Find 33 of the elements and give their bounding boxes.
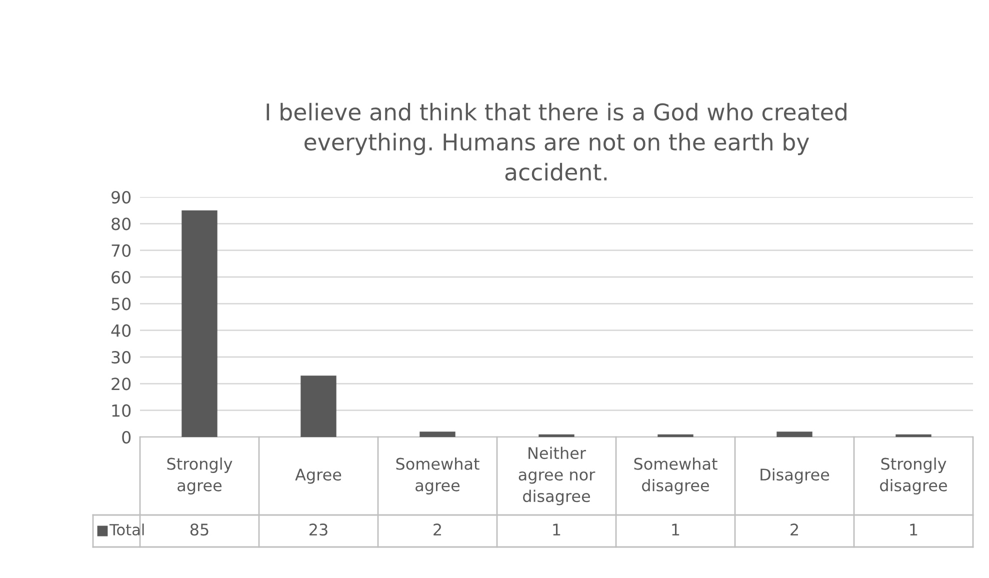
y-tick-label: 0 [122, 430, 131, 444]
legend-label: Total [109, 524, 144, 536]
x-tick-label: Disagree [760, 468, 830, 484]
y-tick-label: 10 [112, 404, 131, 417]
bar [420, 432, 456, 437]
data-label: 2 [790, 524, 798, 536]
y-tick-label: 60 [112, 270, 131, 284]
y-tick-label: 20 [112, 378, 131, 390]
x-tick-label: Somewhat disagree [634, 458, 718, 494]
data-label: 1 [553, 524, 560, 536]
chart-title: I believe and think that there is a God who created everything. Humans are not on the earth by accident. [266, 102, 846, 181]
x-tick-label: Agree [295, 468, 342, 484]
bar [300, 376, 336, 437]
bar [538, 434, 574, 437]
y-tick-label: 90 [112, 190, 131, 204]
bar [182, 210, 218, 437]
y-tick-label: 50 [112, 298, 131, 310]
data-label: 1 [910, 524, 918, 536]
bar [658, 434, 694, 437]
bar [776, 432, 812, 437]
x-tick-label: Somewhat agree [396, 458, 480, 494]
data-label: 23 [310, 524, 328, 536]
y-tick-label: 30 [112, 350, 131, 364]
data-label: 1 [672, 524, 680, 536]
y-tick-label: 40 [111, 324, 131, 337]
x-tick-label: Neither agree nor disagree [518, 446, 596, 506]
bar [896, 434, 932, 437]
data-label: 2 [434, 524, 441, 536]
data-label: 85 [190, 524, 208, 536]
x-tick-label: Strongly agree [167, 458, 232, 494]
y-tick-label: 70 [112, 244, 131, 257]
x-tick-label: Strongly disagree [880, 458, 947, 494]
y-tick-label: 80 [112, 218, 131, 230]
